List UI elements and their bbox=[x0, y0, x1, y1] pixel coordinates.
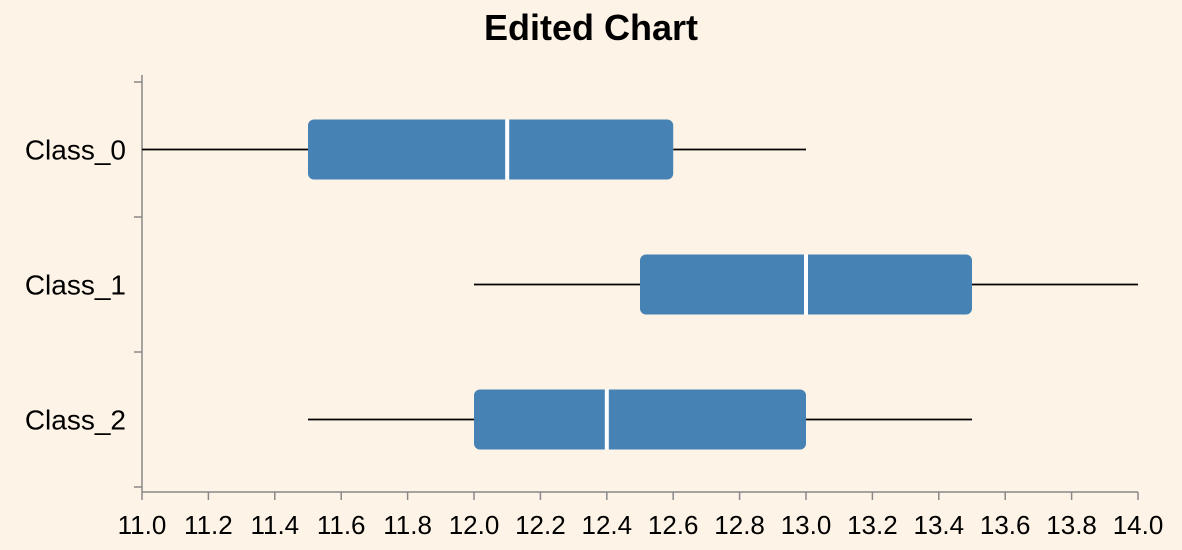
x-tick-label: 13.8 bbox=[1046, 510, 1097, 540]
x-tick-label: 13.2 bbox=[847, 510, 898, 540]
box-group-Class_1: Class_1 bbox=[25, 254, 1138, 315]
box-group-Class_2: Class_2 bbox=[25, 389, 972, 450]
x-tick-label: 11.6 bbox=[317, 510, 366, 540]
category-label: Class_1 bbox=[25, 270, 126, 301]
x-tick-label: 11.2 bbox=[184, 510, 233, 540]
chart-title: Edited Chart bbox=[484, 7, 698, 48]
x-tick-label: 12.0 bbox=[449, 510, 500, 540]
box-group-Class_0: Class_0 bbox=[25, 119, 806, 180]
x-axis: 11.0 11.2 11.4 11.6 11.8 12.0 12.2 12.4 12.6 12.8… bbox=[118, 491, 1164, 540]
x-tick-label: 13.4 bbox=[913, 510, 964, 540]
y-axis bbox=[134, 75, 143, 492]
x-tick-label: 12.4 bbox=[581, 510, 632, 540]
x-tick-label: 11.0 bbox=[118, 510, 167, 540]
x-tick-label: 12.8 bbox=[714, 510, 765, 540]
category-label: Class_2 bbox=[25, 405, 126, 436]
x-tick-label: 11.8 bbox=[383, 510, 432, 540]
x-tick-label: 13.6 bbox=[980, 510, 1031, 540]
box-iqr bbox=[474, 389, 806, 450]
x-tick-label: 11.4 bbox=[250, 510, 299, 540]
x-tick-label: 12.2 bbox=[515, 510, 566, 540]
x-tick-label: 12.6 bbox=[648, 510, 699, 540]
x-tick-label: 13.0 bbox=[781, 510, 832, 540]
box-iqr bbox=[308, 119, 674, 180]
x-tick-label: 14.0 bbox=[1113, 510, 1164, 540]
boxes-layer: Class_0 Class_1 Class_2 bbox=[25, 119, 1138, 450]
category-label: Class_0 bbox=[25, 135, 126, 166]
